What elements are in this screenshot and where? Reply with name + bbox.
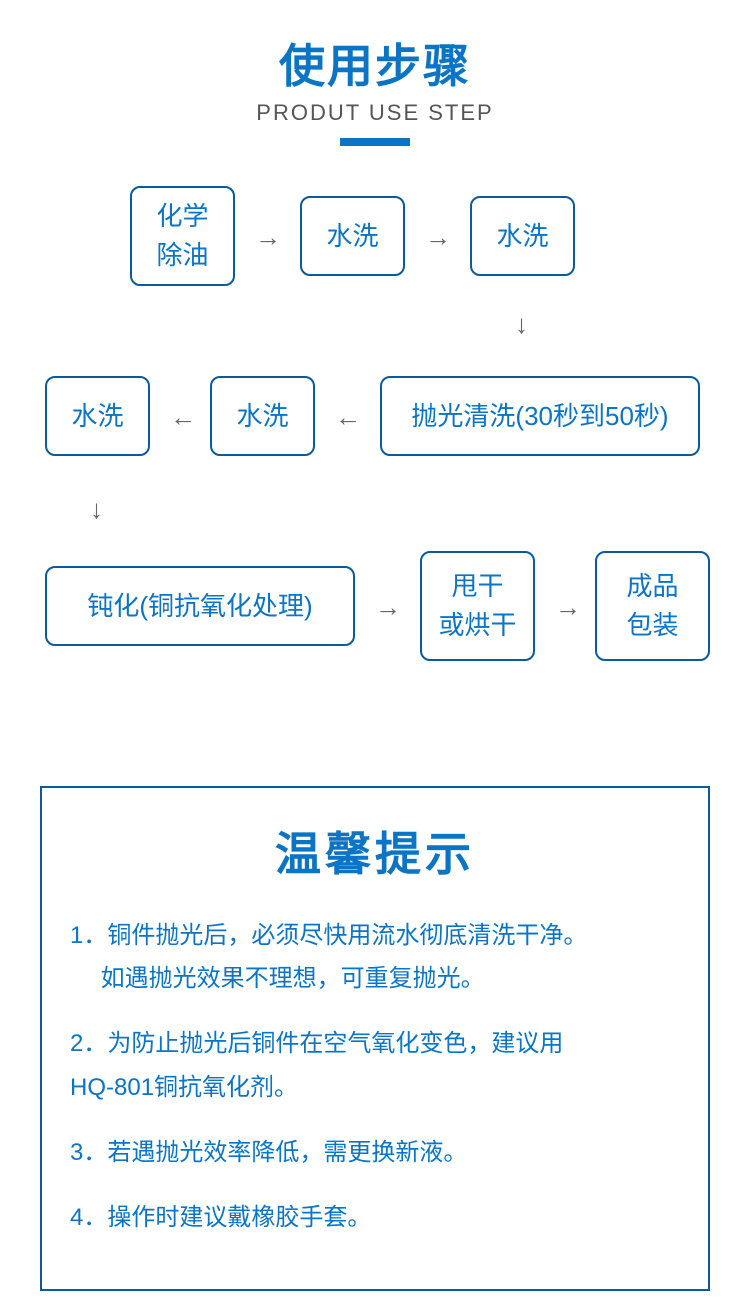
tips-item-2: 2．为防止抛光后铜件在空气氧化变色，建议用HQ-801铜抗氧化剂。 xyxy=(70,1022,680,1108)
tips-title: 温馨提示 xyxy=(70,818,680,884)
flow-node-n7: 钝化(铜抗氧化处理) xyxy=(45,566,355,646)
flow-node-n4: 抛光清洗(30秒到50秒) xyxy=(380,376,700,456)
flow-arrow-a5: ← xyxy=(170,404,196,430)
flow-arrow-a3: ↓ xyxy=(515,311,528,337)
flow-node-n6: 水洗 xyxy=(45,376,150,456)
tips-box: 温馨提示 1．铜件抛光后，必须尽快用流水彻底清洗干净。 如遇抛光效果不理想，可重… xyxy=(40,786,710,1291)
tips-item-4: 4．操作时建议戴橡胶手套。 xyxy=(70,1196,680,1239)
flow-node-n8: 甩干或烘干 xyxy=(420,551,535,661)
tips-list: 1．铜件抛光后，必须尽快用流水彻底清洗干净。 如遇抛光效果不理想，可重复抛光。 2… xyxy=(70,914,680,1239)
flow-node-n5: 水洗 xyxy=(210,376,315,456)
flow-node-n9: 成品包装 xyxy=(595,551,710,661)
tips-item-1: 1．铜件抛光后，必须尽快用流水彻底清洗干净。 如遇抛光效果不理想，可重复抛光。 xyxy=(70,914,680,1000)
header: 使用步骤 PRODUT USE STEP xyxy=(0,30,750,146)
title-cn: 使用步骤 xyxy=(0,30,750,96)
flow-arrow-a4: ← xyxy=(335,404,361,430)
title-en: PRODUT USE STEP xyxy=(0,100,750,126)
flow-arrow-a1: → xyxy=(255,224,281,250)
flow-node-n2: 水洗 xyxy=(300,196,405,276)
flow-arrow-a6: ↓ xyxy=(90,496,103,522)
flowchart: 化学除油水洗水洗抛光清洗(30秒到50秒)水洗水洗钝化(铜抗氧化处理)甩干或烘干… xyxy=(0,186,750,766)
flow-node-n3: 水洗 xyxy=(470,196,575,276)
flow-arrow-a2: → xyxy=(425,224,451,250)
title-underline xyxy=(340,138,410,146)
flow-arrow-a7: → xyxy=(375,594,401,620)
flow-arrow-a8: → xyxy=(555,594,581,620)
flow-node-n1: 化学除油 xyxy=(130,186,235,286)
tips-item-3: 3．若遇抛光效率降低，需更换新液。 xyxy=(70,1131,680,1174)
